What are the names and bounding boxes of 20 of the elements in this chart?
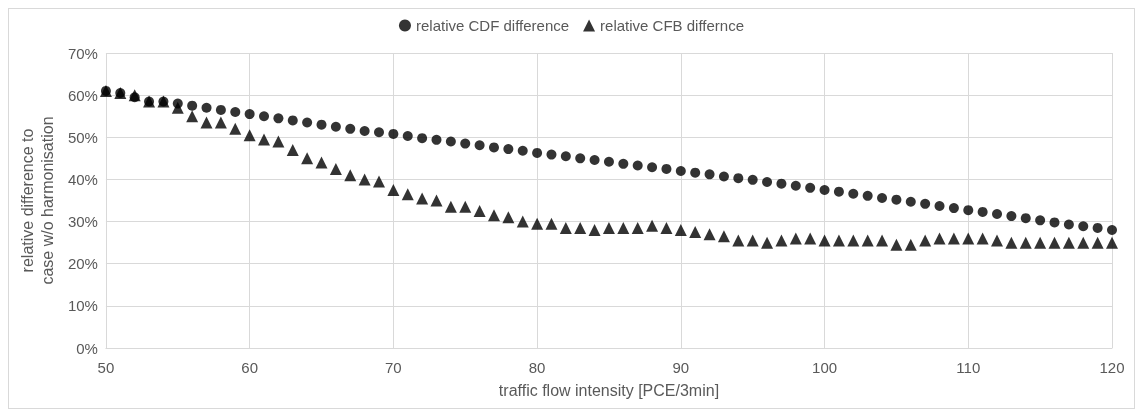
y-tick-label: 20% xyxy=(67,255,98,273)
y-tick-label: 50% xyxy=(67,128,98,146)
legend-label: relative CDF difference xyxy=(415,17,570,34)
y-tick-label: 60% xyxy=(67,86,98,104)
y-tick-label: 40% xyxy=(67,170,98,188)
x-tick-label: 110 xyxy=(956,359,981,376)
x-axis-title: traffic flow intensity [PCE/3min] xyxy=(498,381,720,399)
y-tick-label: 30% xyxy=(67,213,98,231)
x-tick-label: 50 xyxy=(97,359,115,376)
x-tick-label: 90 xyxy=(672,359,690,376)
x-tick-label: 70 xyxy=(385,359,402,376)
y-tick-label: 10% xyxy=(67,297,98,315)
x-tick-label: 80 xyxy=(528,359,546,376)
x-tick-label: 120 xyxy=(1099,359,1125,376)
x-tick-label: 100 xyxy=(812,359,838,376)
legend-label: relative CFB differnce xyxy=(600,17,745,34)
y-axis-title: relative difference to case w/o harmonisation xyxy=(18,116,56,285)
y-tick-label: 70% xyxy=(67,44,98,62)
y-tick-label: 0% xyxy=(76,339,98,357)
x-tick-label: 60 xyxy=(241,359,258,376)
